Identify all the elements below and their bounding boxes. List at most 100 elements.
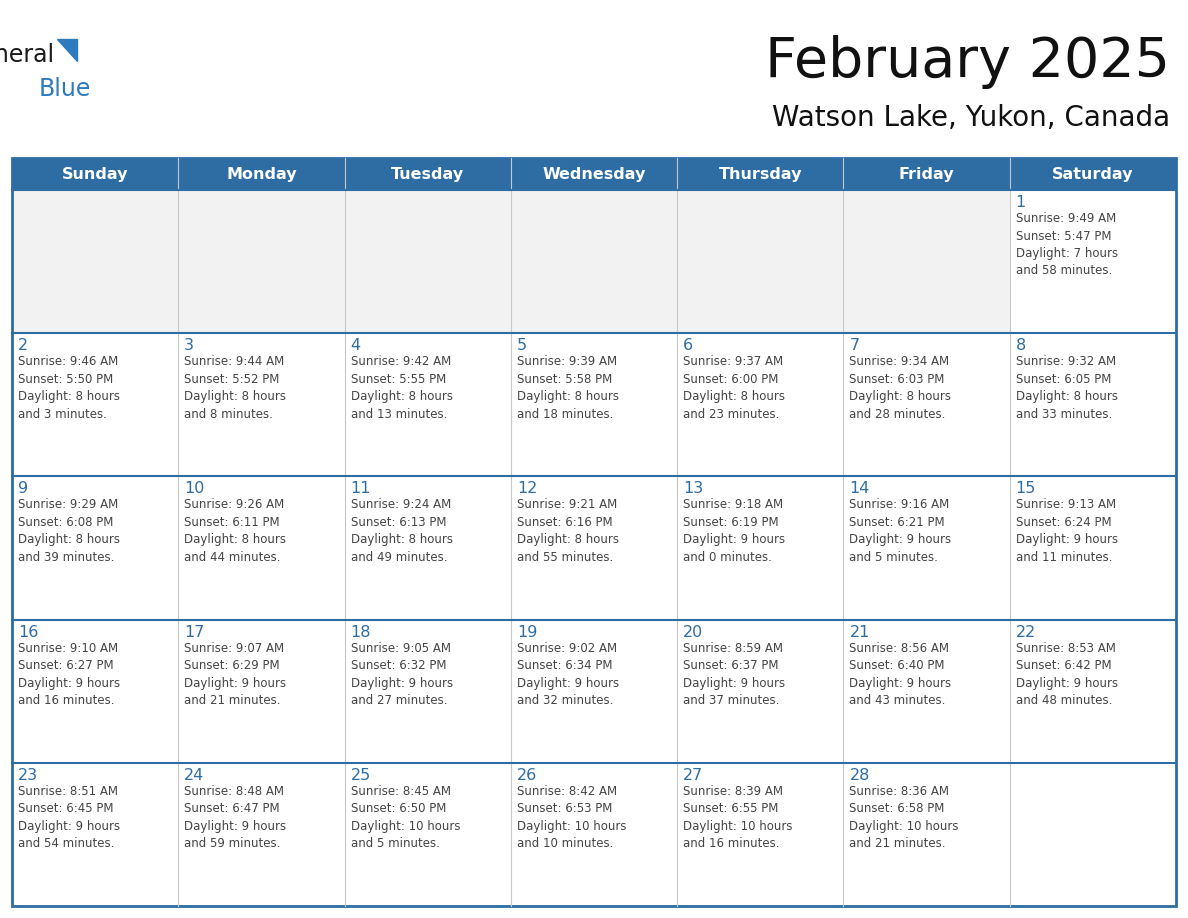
Bar	[1010, 620, 1176, 763]
Text: 26: 26	[517, 767, 537, 783]
Text: 25: 25	[350, 767, 371, 783]
Text: 19: 19	[517, 624, 537, 640]
Text: Sunrise: 9:44 AM
Sunset: 5:52 PM
Daylight: 8 hours
and 8 minutes.: Sunrise: 9:44 AM Sunset: 5:52 PM Dayligh…	[184, 355, 286, 420]
Bar	[843, 763, 1010, 906]
Text: Sunrise: 8:59 AM
Sunset: 6:37 PM
Daylight: 9 hours
and 37 minutes.: Sunrise: 8:59 AM Sunset: 6:37 PM Dayligh…	[683, 642, 785, 707]
Text: 6: 6	[683, 338, 694, 353]
Bar	[511, 190, 677, 333]
Text: Watson Lake, Yukon, Canada: Watson Lake, Yukon, Canada	[772, 104, 1170, 132]
Text: Sunrise: 9:18 AM
Sunset: 6:19 PM
Daylight: 9 hours
and 0 minutes.: Sunrise: 9:18 AM Sunset: 6:19 PM Dayligh…	[683, 498, 785, 564]
Bar	[511, 620, 677, 763]
Text: Friday: Friday	[899, 166, 954, 182]
Text: Sunrise: 9:26 AM
Sunset: 6:11 PM
Daylight: 8 hours
and 44 minutes.: Sunrise: 9:26 AM Sunset: 6:11 PM Dayligh…	[184, 498, 286, 564]
Text: 1: 1	[1016, 195, 1026, 210]
Text: 21: 21	[849, 624, 870, 640]
Bar	[178, 190, 345, 333]
Text: Sunrise: 9:02 AM
Sunset: 6:34 PM
Daylight: 9 hours
and 32 minutes.: Sunrise: 9:02 AM Sunset: 6:34 PM Dayligh…	[517, 642, 619, 707]
Bar	[178, 763, 345, 906]
Bar	[677, 333, 843, 476]
Text: Sunrise: 9:42 AM
Sunset: 5:55 PM
Daylight: 8 hours
and 13 minutes.: Sunrise: 9:42 AM Sunset: 5:55 PM Dayligh…	[350, 355, 453, 420]
Text: 14: 14	[849, 481, 870, 497]
Text: Saturday: Saturday	[1053, 166, 1133, 182]
Bar	[12, 333, 178, 476]
Bar	[677, 158, 843, 190]
Text: Sunday: Sunday	[62, 166, 128, 182]
Text: Sunrise: 8:36 AM
Sunset: 6:58 PM
Daylight: 10 hours
and 21 minutes.: Sunrise: 8:36 AM Sunset: 6:58 PM Dayligh…	[849, 785, 959, 850]
Text: Thursday: Thursday	[719, 166, 802, 182]
Bar	[12, 158, 1176, 906]
Bar	[843, 190, 1010, 333]
Text: 22: 22	[1016, 624, 1036, 640]
Text: 11: 11	[350, 481, 371, 497]
Bar	[843, 476, 1010, 620]
Bar	[178, 333, 345, 476]
Bar	[345, 190, 511, 333]
Text: Sunrise: 9:29 AM
Sunset: 6:08 PM
Daylight: 8 hours
and 39 minutes.: Sunrise: 9:29 AM Sunset: 6:08 PM Dayligh…	[18, 498, 120, 564]
Bar	[12, 476, 178, 620]
Text: Sunrise: 9:07 AM
Sunset: 6:29 PM
Daylight: 9 hours
and 21 minutes.: Sunrise: 9:07 AM Sunset: 6:29 PM Dayligh…	[184, 642, 286, 707]
Text: Sunrise: 8:39 AM
Sunset: 6:55 PM
Daylight: 10 hours
and 16 minutes.: Sunrise: 8:39 AM Sunset: 6:55 PM Dayligh…	[683, 785, 792, 850]
Bar	[677, 476, 843, 620]
Bar	[178, 620, 345, 763]
Polygon shape	[57, 39, 77, 61]
Text: 15: 15	[1016, 481, 1036, 497]
Text: 16: 16	[18, 624, 38, 640]
Bar	[1010, 476, 1176, 620]
Bar	[345, 158, 511, 190]
Text: Sunrise: 9:10 AM
Sunset: 6:27 PM
Daylight: 9 hours
and 16 minutes.: Sunrise: 9:10 AM Sunset: 6:27 PM Dayligh…	[18, 642, 120, 707]
Text: 3: 3	[184, 338, 195, 353]
Text: Sunrise: 8:56 AM
Sunset: 6:40 PM
Daylight: 9 hours
and 43 minutes.: Sunrise: 8:56 AM Sunset: 6:40 PM Dayligh…	[849, 642, 952, 707]
Text: Sunrise: 9:05 AM
Sunset: 6:32 PM
Daylight: 9 hours
and 27 minutes.: Sunrise: 9:05 AM Sunset: 6:32 PM Dayligh…	[350, 642, 453, 707]
Text: Sunrise: 9:13 AM
Sunset: 6:24 PM
Daylight: 9 hours
and 11 minutes.: Sunrise: 9:13 AM Sunset: 6:24 PM Dayligh…	[1016, 498, 1118, 564]
Text: Sunrise: 8:53 AM
Sunset: 6:42 PM
Daylight: 9 hours
and 48 minutes.: Sunrise: 8:53 AM Sunset: 6:42 PM Dayligh…	[1016, 642, 1118, 707]
Text: 20: 20	[683, 624, 703, 640]
Text: Sunrise: 9:32 AM
Sunset: 6:05 PM
Daylight: 8 hours
and 33 minutes.: Sunrise: 9:32 AM Sunset: 6:05 PM Dayligh…	[1016, 355, 1118, 420]
Text: 5: 5	[517, 338, 527, 353]
Text: February 2025: February 2025	[765, 35, 1170, 89]
Text: 7: 7	[849, 338, 860, 353]
Bar	[1010, 190, 1176, 333]
Bar	[12, 763, 178, 906]
Bar	[12, 190, 178, 333]
Text: 18: 18	[350, 624, 371, 640]
Text: Sunrise: 9:39 AM
Sunset: 5:58 PM
Daylight: 8 hours
and 18 minutes.: Sunrise: 9:39 AM Sunset: 5:58 PM Dayligh…	[517, 355, 619, 420]
Bar	[843, 620, 1010, 763]
Bar	[843, 333, 1010, 476]
Bar	[677, 620, 843, 763]
Text: Sunrise: 9:16 AM
Sunset: 6:21 PM
Daylight: 9 hours
and 5 minutes.: Sunrise: 9:16 AM Sunset: 6:21 PM Dayligh…	[849, 498, 952, 564]
Text: 24: 24	[184, 767, 204, 783]
Bar	[677, 190, 843, 333]
Text: 10: 10	[184, 481, 204, 497]
Text: Sunrise: 8:51 AM
Sunset: 6:45 PM
Daylight: 9 hours
and 54 minutes.: Sunrise: 8:51 AM Sunset: 6:45 PM Dayligh…	[18, 785, 120, 850]
Text: 2: 2	[18, 338, 29, 353]
Text: Sunrise: 8:42 AM
Sunset: 6:53 PM
Daylight: 10 hours
and 10 minutes.: Sunrise: 8:42 AM Sunset: 6:53 PM Dayligh…	[517, 785, 626, 850]
Bar	[12, 158, 178, 190]
Text: Blue: Blue	[39, 77, 91, 101]
Text: Monday: Monday	[226, 166, 297, 182]
Bar	[345, 763, 511, 906]
Text: Tuesday: Tuesday	[391, 166, 465, 182]
Text: Sunrise: 9:24 AM
Sunset: 6:13 PM
Daylight: 8 hours
and 49 minutes.: Sunrise: 9:24 AM Sunset: 6:13 PM Dayligh…	[350, 498, 453, 564]
Text: Sunrise: 8:45 AM
Sunset: 6:50 PM
Daylight: 10 hours
and 5 minutes.: Sunrise: 8:45 AM Sunset: 6:50 PM Dayligh…	[350, 785, 460, 850]
Text: 28: 28	[849, 767, 870, 783]
Bar	[511, 763, 677, 906]
Bar	[677, 763, 843, 906]
Text: Sunrise: 8:48 AM
Sunset: 6:47 PM
Daylight: 9 hours
and 59 minutes.: Sunrise: 8:48 AM Sunset: 6:47 PM Dayligh…	[184, 785, 286, 850]
Text: 4: 4	[350, 338, 361, 353]
Text: 8: 8	[1016, 338, 1026, 353]
Bar	[1010, 158, 1176, 190]
Bar	[511, 158, 677, 190]
Bar	[12, 620, 178, 763]
Text: Sunrise: 9:49 AM
Sunset: 5:47 PM
Daylight: 7 hours
and 58 minutes.: Sunrise: 9:49 AM Sunset: 5:47 PM Dayligh…	[1016, 212, 1118, 277]
Bar	[1010, 333, 1176, 476]
Bar	[345, 476, 511, 620]
Text: Sunrise: 9:21 AM
Sunset: 6:16 PM
Daylight: 8 hours
and 55 minutes.: Sunrise: 9:21 AM Sunset: 6:16 PM Dayligh…	[517, 498, 619, 564]
Text: Sunrise: 9:37 AM
Sunset: 6:00 PM
Daylight: 8 hours
and 23 minutes.: Sunrise: 9:37 AM Sunset: 6:00 PM Dayligh…	[683, 355, 785, 420]
Text: 17: 17	[184, 624, 204, 640]
Text: 12: 12	[517, 481, 537, 497]
Text: 9: 9	[18, 481, 29, 497]
Text: 27: 27	[683, 767, 703, 783]
Text: Wednesday: Wednesday	[542, 166, 646, 182]
Bar	[178, 476, 345, 620]
Bar	[843, 158, 1010, 190]
